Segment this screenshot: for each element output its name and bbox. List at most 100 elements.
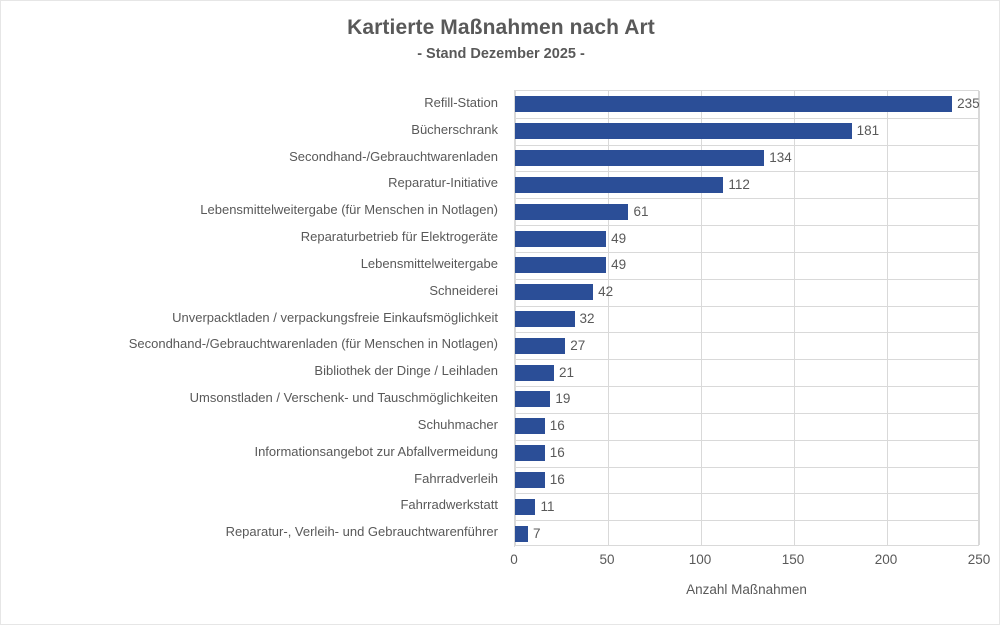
bar[interactable] — [515, 203, 629, 220]
bar-row: 181 — [515, 118, 978, 145]
x-axis-title: Anzahl Maßnahmen — [686, 582, 807, 597]
bar-value-label: 27 — [570, 337, 586, 353]
category-label: Bücherschrank — [411, 121, 498, 137]
bar-row: 61 — [515, 198, 978, 225]
category-label: Bibliothek der Dinge / Leihladen — [314, 363, 498, 379]
bar-value-label: 235 — [957, 96, 980, 112]
bar-row: 27 — [515, 332, 978, 359]
bar-value-label: 134 — [769, 150, 792, 166]
bar[interactable] — [515, 418, 545, 435]
bar-row: 7 — [515, 520, 978, 547]
bar-value-label: 61 — [633, 203, 649, 219]
horizontal-gridline — [515, 198, 978, 199]
horizontal-gridline — [515, 279, 978, 280]
bar-value-label: 16 — [549, 418, 565, 434]
horizontal-gridline — [515, 520, 978, 521]
bar-value-label: 112 — [728, 176, 750, 192]
x-tick-label: 250 — [967, 552, 991, 567]
category-label: Schneiderei — [429, 282, 498, 298]
chart-title: Kartierte Maßnahmen nach Art — [347, 16, 655, 39]
horizontal-gridline — [515, 171, 978, 172]
category-label: Lebensmittelweitergabe (für Menschen in … — [200, 202, 498, 218]
bar-row: 42 — [515, 279, 978, 306]
category-label: Secondhand-/Gebrauchtwarenladen (für Men… — [128, 336, 498, 352]
category-label: Informationsangebot zur Abfallvermeidung — [254, 443, 498, 459]
bar[interactable] — [515, 445, 545, 462]
bar-value-label: 16 — [549, 445, 565, 461]
horizontal-gridline — [515, 225, 978, 226]
horizontal-gridline — [515, 306, 978, 307]
horizontal-gridline — [515, 145, 978, 146]
bar-row: 11 — [515, 493, 978, 520]
bar-value-label: 32 — [579, 310, 595, 326]
vertical-gridline — [979, 91, 980, 545]
bar-row: 16 — [515, 440, 978, 467]
bar-value-label: 21 — [559, 364, 575, 380]
bar-row: 19 — [515, 386, 978, 413]
bar[interactable] — [515, 176, 724, 193]
bar[interactable] — [515, 525, 529, 542]
vertical-gridline — [887, 91, 888, 545]
bar-value-label: 16 — [549, 471, 565, 487]
category-label: Fahrradverleih — [414, 470, 498, 486]
category-label: Umsonstladen / Verschenk- und Tauschmögl… — [189, 390, 498, 406]
chart-subtitle: - Stand Dezember 2025 - — [417, 46, 585, 62]
horizontal-gridline — [515, 440, 978, 441]
bar-value-label: 19 — [555, 391, 571, 407]
horizontal-gridline — [515, 252, 978, 253]
bar[interactable] — [515, 498, 536, 515]
category-label: Reparatur-Initiative — [388, 175, 498, 191]
bar[interactable] — [515, 471, 545, 488]
bar[interactable] — [515, 364, 555, 381]
bar[interactable] — [515, 150, 765, 167]
value-axis-line — [514, 90, 515, 547]
title-block: Kartierte Maßnahmen nach Art - Stand Dez… — [1, 15, 1000, 64]
horizontal-gridline — [515, 118, 978, 119]
category-label: Fahrradwerkstatt — [400, 497, 498, 513]
horizontal-gridline — [515, 332, 978, 333]
bar-row: 112 — [515, 171, 978, 198]
category-axis-labels: Refill-Station Bücherschrank Secondhand-/G… — [1, 90, 506, 546]
category-label: Lebensmittelweitergabe — [360, 255, 498, 271]
bar[interactable] — [515, 391, 551, 408]
bar-value-label: 42 — [598, 284, 614, 300]
x-tick-label: 50 — [599, 552, 615, 567]
category-label: Schuhmacher — [417, 416, 498, 432]
bar-value-label: 7 — [533, 525, 541, 541]
bar-row: 16 — [515, 467, 978, 494]
category-label: Unverpacktladen / verpackungsfreie Einka… — [172, 309, 498, 325]
bar-value-label: 181 — [856, 123, 880, 139]
bar-value-label: 11 — [540, 498, 555, 514]
bar-row: 134 — [515, 145, 978, 172]
plot-area: 235 181 134 112 61 49 49 42 32 27 21 19 16 16 16 11 7 — [514, 90, 980, 547]
bar-value-label: 49 — [611, 257, 627, 273]
vertical-gridline — [701, 91, 702, 545]
horizontal-gridline — [515, 413, 978, 414]
horizontal-gridline — [515, 493, 978, 494]
category-label: Refill-Station — [424, 95, 498, 110]
bar[interactable] — [515, 96, 953, 113]
category-label: Reparaturbetrieb für Elektrogeräte — [300, 229, 498, 245]
bar[interactable] — [515, 230, 607, 247]
vertical-gridline — [608, 91, 609, 545]
bar-row: 32 — [515, 306, 978, 333]
x-tick-label: 150 — [781, 552, 805, 567]
x-tick-label: 200 — [874, 552, 898, 567]
bar-row: 16 — [515, 413, 978, 440]
x-tick-label: 100 — [688, 552, 712, 567]
horizontal-gridline — [515, 386, 978, 387]
bar[interactable] — [515, 284, 594, 301]
category-label: Secondhand-/Gebrauchtwarenladen — [289, 148, 498, 164]
value-axis-ticks: 0 50 100 150 200 250 — [510, 550, 990, 572]
bar-value-label: 49 — [611, 230, 627, 246]
bar[interactable] — [515, 123, 852, 140]
bar-row: 49 — [515, 225, 978, 252]
bar[interactable] — [515, 257, 607, 274]
vertical-gridline — [794, 91, 795, 545]
x-tick-label: 0 — [510, 552, 518, 567]
horizontal-gridline — [515, 359, 978, 360]
bar[interactable] — [515, 310, 575, 327]
bar-row: 21 — [515, 359, 978, 386]
bar[interactable] — [515, 337, 566, 354]
